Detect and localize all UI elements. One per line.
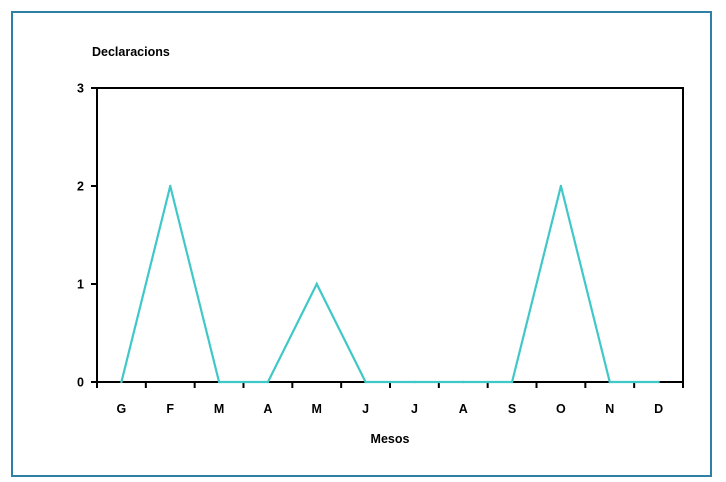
data-point bbox=[364, 380, 367, 384]
data-point bbox=[217, 380, 221, 384]
y-tick-label: 2 bbox=[77, 180, 84, 194]
data-point bbox=[169, 184, 172, 188]
x-tick-label: A bbox=[263, 402, 272, 416]
x-tick-label: G bbox=[117, 402, 127, 416]
y-tick-label: 1 bbox=[77, 278, 84, 292]
data-point bbox=[315, 282, 318, 286]
data-point bbox=[510, 380, 514, 384]
y-axis: 0 1 2 3 bbox=[77, 82, 97, 390]
x-tick-label: M bbox=[312, 402, 322, 416]
x-tick-label: J bbox=[362, 402, 369, 416]
series-group bbox=[120, 184, 660, 384]
x-tick-label: D bbox=[654, 402, 663, 416]
plot-area bbox=[96, 87, 684, 383]
data-point bbox=[462, 380, 465, 384]
x-tick-label: O bbox=[556, 402, 566, 416]
x-axis-title: Mesos bbox=[371, 432, 410, 446]
data-point bbox=[266, 380, 270, 384]
x-tick-label: S bbox=[508, 402, 516, 416]
series-line bbox=[120, 185, 659, 384]
x-tick-label: M bbox=[214, 402, 224, 416]
data-point bbox=[657, 380, 660, 384]
y-axis-title: Declaracions bbox=[92, 45, 170, 59]
x-tick-label: N bbox=[605, 402, 614, 416]
x-tick-label: F bbox=[166, 402, 174, 416]
data-point bbox=[559, 184, 563, 188]
x-tick-label: A bbox=[459, 402, 468, 416]
x-tick-label: J bbox=[411, 402, 418, 416]
data-point bbox=[413, 380, 416, 384]
y-tick-label: 0 bbox=[77, 376, 84, 390]
y-tick-label: 3 bbox=[77, 82, 84, 96]
data-point bbox=[120, 380, 123, 384]
data-point bbox=[608, 380, 611, 384]
